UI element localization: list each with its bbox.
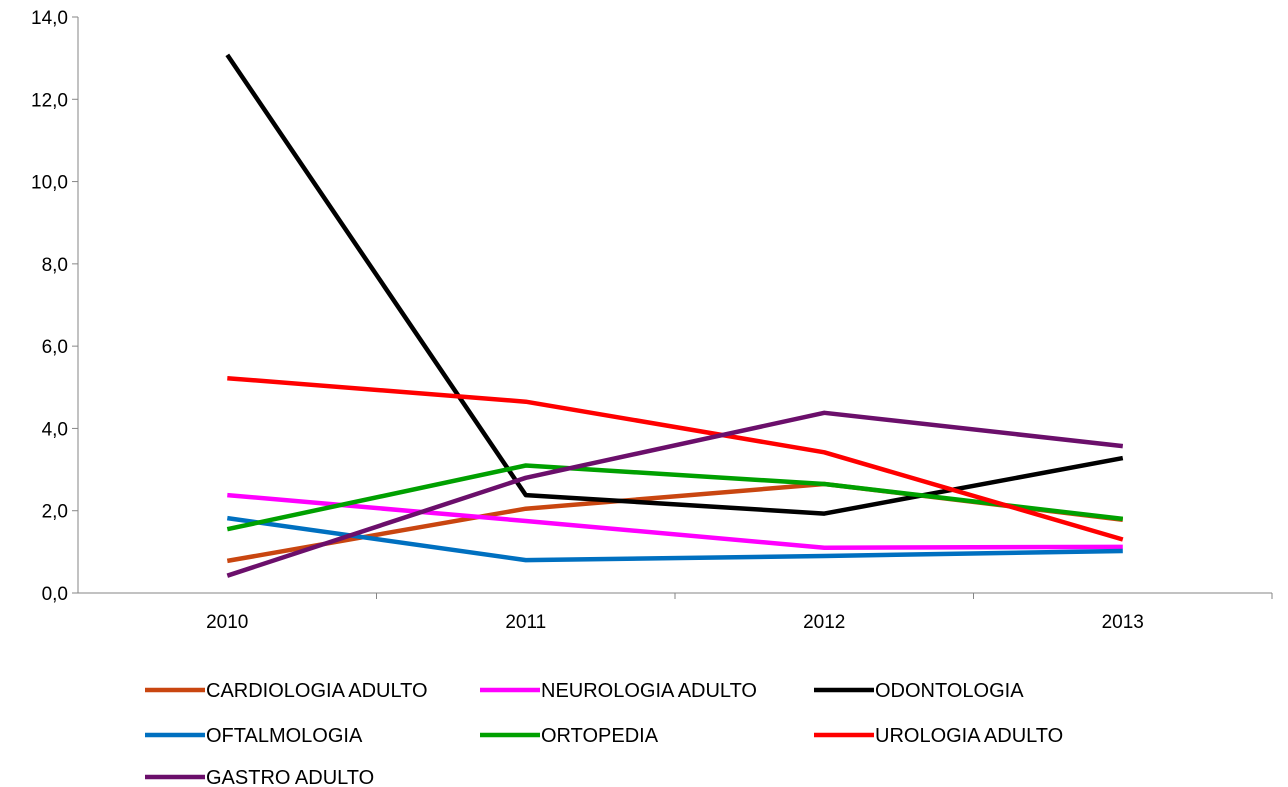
y-tick-label: 2,0 bbox=[42, 502, 68, 523]
legend-item: NEUROLOGIA ADULTO bbox=[480, 680, 757, 702]
series-line-urologia-adulto bbox=[227, 375, 1124, 542]
legend-label: UROLOGIA ADULTO bbox=[875, 725, 1063, 747]
y-tick-label: 14,0 bbox=[31, 8, 68, 29]
x-tick-label: 2012 bbox=[803, 612, 845, 633]
y-tick-label: 0,0 bbox=[42, 584, 68, 605]
series-line-gastro-adulto bbox=[226, 410, 1124, 578]
x-axis-ticks: 2010 2011 2012 2013 bbox=[206, 593, 1273, 633]
y-tick-label: 10,0 bbox=[31, 173, 68, 194]
y-tick-label: 8,0 bbox=[42, 255, 68, 276]
legend-label: NEUROLOGIA ADULTO bbox=[541, 680, 757, 702]
y-tick-label: 6,0 bbox=[42, 337, 68, 358]
x-tick-label: 2010 bbox=[206, 612, 248, 633]
y-axis-ticks: 0,0 2,0 4,0 6,0 8,0 10,0 12,0 14,0 bbox=[31, 8, 78, 605]
legend-item: ODONTOLOGIA bbox=[814, 680, 1024, 702]
x-tick-label: 2013 bbox=[1102, 612, 1144, 633]
legend-label: ORTOPEDIA bbox=[541, 725, 659, 747]
legend-label: OFTALMOLOGIA bbox=[206, 725, 363, 747]
legend-item: CARDIOLOGIA ADULTO bbox=[145, 680, 428, 702]
legend-item: UROLOGIA ADULTO bbox=[814, 725, 1063, 747]
series-line-oftalmologia bbox=[226, 515, 1123, 563]
legend-item: OFTALMOLOGIA bbox=[145, 725, 363, 747]
legend: CARDIOLOGIA ADULTO NEUROLOGIA ADULTO ODONT… bbox=[145, 680, 1063, 787]
legend-label: GASTRO ADULTO bbox=[206, 767, 374, 787]
series-line-neurologia-adulto bbox=[227, 492, 1123, 550]
series-line-ortopedia bbox=[226, 463, 1124, 532]
series-lines bbox=[225, 53, 1124, 578]
legend-item: GASTRO ADULTO bbox=[145, 767, 374, 787]
legend-label: CARDIOLOGIA ADULTO bbox=[206, 680, 428, 702]
x-tick-label: 2011 bbox=[505, 612, 546, 633]
y-tick-label: 4,0 bbox=[42, 419, 68, 440]
series-line-odontologia bbox=[225, 53, 1124, 516]
legend-item: ORTOPEDIA bbox=[480, 725, 659, 747]
y-tick-label: 12,0 bbox=[31, 90, 68, 111]
legend-label: ODONTOLOGIA bbox=[875, 680, 1024, 702]
